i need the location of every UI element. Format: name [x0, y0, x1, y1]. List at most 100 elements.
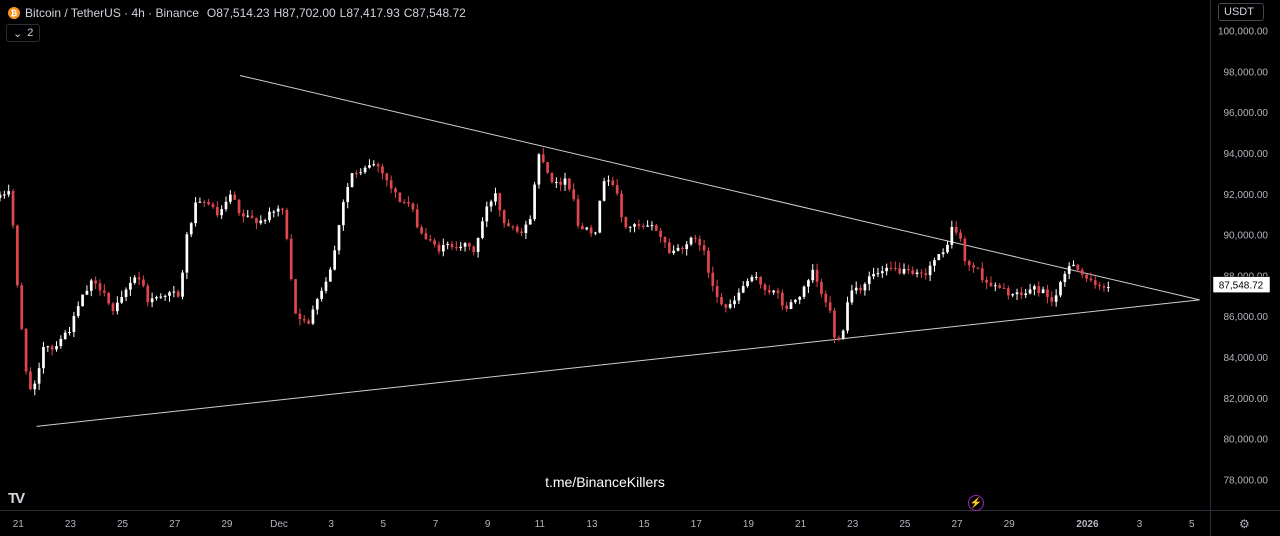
- candle-body: [72, 315, 76, 333]
- candle-body: [524, 224, 528, 234]
- candle-body: [1089, 278, 1093, 281]
- candle-body: [263, 220, 267, 222]
- candle-body: [876, 273, 880, 275]
- candle-body: [733, 300, 736, 305]
- candle-body: [833, 310, 836, 338]
- candle-body: [959, 232, 962, 239]
- x-tick-label: 3: [1137, 519, 1143, 530]
- candle-body: [276, 208, 280, 212]
- candle-body: [550, 172, 554, 183]
- candle-body: [1085, 274, 1088, 279]
- candle-body: [846, 302, 849, 331]
- x-tick-label: 2026: [1076, 519, 1099, 530]
- candle-body: [1093, 280, 1097, 285]
- candle-body: [611, 180, 615, 185]
- candle-body: [81, 294, 84, 307]
- lightning-icon[interactable]: ⚡: [968, 495, 984, 511]
- candle-body: [20, 285, 24, 329]
- x-tick-label: 23: [847, 519, 859, 530]
- candle-body: [907, 268, 910, 271]
- candle-body: [737, 292, 741, 301]
- candle-body: [1006, 288, 1010, 296]
- symbol-title[interactable]: Bitcoin / TetherUS · 4h · Binance: [25, 6, 199, 20]
- x-tick-label: 23: [65, 519, 77, 530]
- candle-body: [798, 296, 802, 300]
- candle-body: [320, 290, 323, 300]
- candle-body: [359, 172, 363, 174]
- candle-body: [650, 225, 654, 227]
- candle-body: [116, 302, 119, 312]
- candle-body: [168, 292, 171, 296]
- x-tick-label: 27: [169, 519, 181, 530]
- candle-body: [207, 201, 210, 205]
- candle-body: [350, 173, 354, 187]
- trendline-lower[interactable]: [36, 299, 1200, 427]
- candle-body: [620, 193, 623, 218]
- candle-body: [220, 209, 224, 216]
- candle-body: [1020, 292, 1023, 296]
- candle-body: [667, 242, 671, 254]
- y-tick-label: 84,000.00: [1224, 353, 1269, 364]
- candle-body: [133, 277, 137, 283]
- candle-body: [24, 328, 28, 372]
- candle-body: [68, 332, 71, 334]
- candle-body: [237, 199, 241, 214]
- last-price-marker: [1212, 276, 1271, 293]
- candle-body: [585, 227, 589, 230]
- candle-body: [381, 166, 384, 174]
- candle-body: [376, 164, 380, 167]
- candle-body: [107, 292, 111, 304]
- candle-body: [250, 215, 254, 218]
- candle-body: [2, 194, 6, 196]
- candle-body: [428, 239, 432, 241]
- candle-body: [937, 254, 941, 261]
- candle-body: [489, 201, 493, 207]
- candle-body: [402, 201, 406, 203]
- candle-body: [476, 237, 480, 252]
- chevron-down-icon: ⌄: [13, 27, 23, 40]
- candle-body: [472, 246, 476, 252]
- x-tick-label: 29: [221, 519, 233, 530]
- candle-body: [315, 299, 319, 310]
- candle-body: [481, 221, 484, 238]
- candle-body: [494, 193, 497, 202]
- candle-body: [841, 330, 845, 339]
- trendline-upper[interactable]: [239, 74, 1200, 301]
- candle-body: [533, 184, 536, 220]
- y-tick-label: 98,000.00: [1224, 67, 1269, 78]
- candle-body: [294, 279, 297, 314]
- gear-icon[interactable]: ⚙: [1239, 517, 1250, 531]
- candle-body: [989, 282, 993, 287]
- candle-body: [780, 292, 784, 306]
- candle-body: [750, 277, 754, 282]
- y-tick-label: 90,000.00: [1224, 231, 1269, 242]
- candle-body: [176, 291, 180, 297]
- candle-body: [1050, 297, 1054, 302]
- candle-body: [502, 210, 506, 224]
- candle-body: [59, 338, 63, 347]
- indicators-count: 2: [27, 27, 34, 39]
- candle-body: [411, 203, 415, 210]
- currency-selector[interactable]: USDT: [1218, 3, 1264, 21]
- candle-body: [602, 181, 606, 201]
- indicators-toggle[interactable]: ⌄ 2: [6, 24, 41, 42]
- tradingview-logo[interactable]: TV: [8, 490, 25, 507]
- candle-body: [572, 189, 576, 200]
- candle-body: [124, 289, 128, 298]
- candle-body: [420, 227, 423, 234]
- candle-body: [998, 285, 1001, 288]
- candle-body: [702, 245, 706, 251]
- low-value: L87,417.93: [339, 6, 400, 20]
- candle-body: [155, 297, 158, 299]
- candle-body: [224, 201, 228, 210]
- candle-body: [198, 201, 202, 203]
- candle-body: [455, 247, 458, 249]
- candle-body: [1033, 286, 1036, 290]
- candle-body: [172, 291, 176, 293]
- candle-body: [46, 346, 50, 348]
- candle-body: [880, 271, 884, 274]
- candle-body: [893, 268, 897, 270]
- candle-body: [720, 296, 723, 305]
- candle-body: [646, 225, 649, 227]
